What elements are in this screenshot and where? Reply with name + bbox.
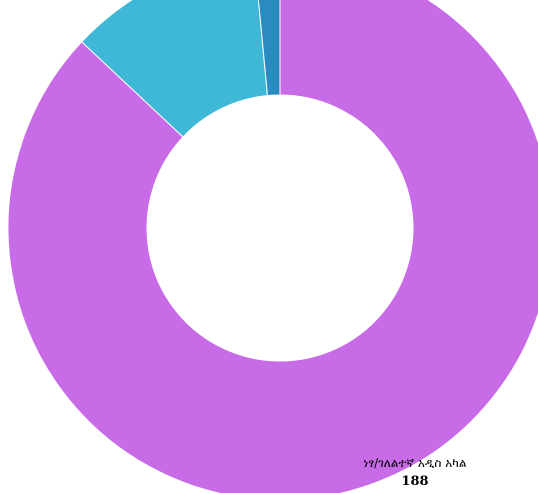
hover-label-name: ነፃ/ገለልተኛ አዲስ አካል [363,456,467,470]
donut-slice-3[interactable] [254,0,281,97]
hover-label-value: 188 [401,474,429,489]
donut-slice-1[interactable] [7,0,538,493]
donut-slice-2[interactable] [81,0,269,138]
